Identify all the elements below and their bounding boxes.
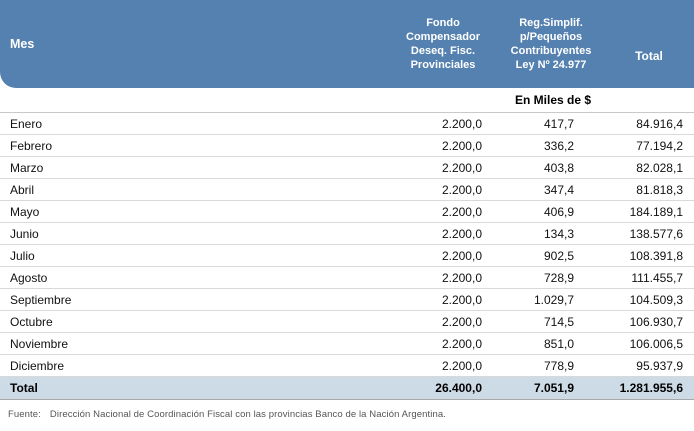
header-line: Provinciales xyxy=(410,59,476,71)
table-row: Julio 2.200,0 902,5 108.391,8 xyxy=(0,244,694,267)
reg-value-cell: 406,9 xyxy=(500,200,606,223)
header-line: Reg.Simplif. xyxy=(519,17,583,29)
total-value-cell: 106.006,5 xyxy=(606,332,694,355)
fondo-value-cell: 2.200,0 xyxy=(390,332,500,355)
month-cell: Octubre xyxy=(0,310,390,333)
fondo-value-cell: 2.200,0 xyxy=(390,113,500,135)
fondo-value-cell: 2.200,0 xyxy=(390,244,500,267)
total-value-cell: 104.509,3 xyxy=(606,288,694,311)
reg-value-cell: 728,9 xyxy=(500,266,606,289)
month-cell: Febrero xyxy=(0,134,390,157)
month-cell: Noviembre xyxy=(0,332,390,355)
total-value-cell: 77.194,2 xyxy=(606,134,694,157)
source-label: Fuente: xyxy=(8,409,41,420)
units-row: En Miles de $ xyxy=(0,93,694,113)
total-value-cell: 106.930,7 xyxy=(606,310,694,333)
reg-value-cell: 347,4 xyxy=(500,178,606,201)
table-row: Septiembre 2.200,0 1.029,7 104.509,3 xyxy=(0,288,694,311)
header-line: Deseq. Fisc. xyxy=(410,45,476,57)
header-line: Fondo xyxy=(426,17,460,29)
reg-value-cell: 134,3 xyxy=(500,222,606,245)
reg-value-cell: 714,5 xyxy=(500,310,606,333)
column-header-fondo-compensador: Fondo Compensador Deseq. Fisc. Provincia… xyxy=(388,0,498,88)
month-cell: Total xyxy=(0,376,390,400)
fondo-value-cell: 26.400,0 xyxy=(390,376,500,400)
table-row: Diciembre 2.200,0 778,9 95.937,9 xyxy=(0,354,694,377)
column-header-total: Total xyxy=(635,49,663,63)
table-row: Agosto 2.200,0 728,9 111.455,7 xyxy=(0,266,694,289)
reg-value-cell: 902,5 xyxy=(500,244,606,267)
fondo-value-cell: 2.200,0 xyxy=(390,156,500,179)
reg-value-cell: 417,7 xyxy=(500,113,606,135)
reg-value-cell: 7.051,9 xyxy=(500,376,606,400)
total-value-cell: 111.455,7 xyxy=(606,266,694,289)
reg-value-cell: 851,0 xyxy=(500,332,606,355)
month-cell: Mayo xyxy=(0,200,390,223)
fondo-value-cell: 2.200,0 xyxy=(390,222,500,245)
total-value-cell: 95.937,9 xyxy=(606,354,694,377)
source-text: Dirección Nacional de Coordinación Fisca… xyxy=(49,409,446,420)
unit-label: En Miles de $ xyxy=(514,93,592,107)
table-header: Mes Fondo Compensador Deseq. Fisc. Provi… xyxy=(0,0,694,88)
total-value-cell: 84.916,4 xyxy=(606,113,694,135)
column-header-reg-simplif: Reg.Simplif. p/Pequeños Contribuyentes L… xyxy=(498,0,604,88)
fondo-value-cell: 2.200,0 xyxy=(390,178,500,201)
month-cell: Enero xyxy=(0,113,390,135)
table-row: Enero 2.200,0 417,7 84.916,4 xyxy=(0,113,694,135)
total-value-cell: 108.391,8 xyxy=(606,244,694,267)
reg-value-cell: 1.029,7 xyxy=(500,288,606,311)
data-table: Enero 2.200,0 417,7 84.916,4 Febrero 2.200,0 3… xyxy=(0,113,694,400)
header-line: Ley Nº 24.977 xyxy=(515,59,587,71)
total-value-cell: 1.281.955,6 xyxy=(606,376,694,400)
table-row: Mayo 2.200,0 406,9 184.189,1 xyxy=(0,200,694,223)
total-value-cell: 82.028,1 xyxy=(606,156,694,179)
table-body: Enero 2.200,0 417,7 84.916,4 Febrero 2.200,0 3… xyxy=(0,113,694,400)
table-row: Abril 2.200,0 347,4 81.818,3 xyxy=(0,178,694,201)
month-cell: Diciembre xyxy=(0,354,390,377)
month-cell: Agosto xyxy=(0,266,390,289)
reg-value-cell: 403,8 xyxy=(500,156,606,179)
table-row: Noviembre 2.200,0 851,0 106.006,5 xyxy=(0,332,694,355)
header-line: Contribuyentes xyxy=(510,45,592,57)
fondo-value-cell: 2.200,0 xyxy=(390,200,500,223)
column-header-mes: Mes xyxy=(10,37,35,51)
fondo-value-cell: 2.200,0 xyxy=(390,266,500,289)
month-cell: Junio xyxy=(0,222,390,245)
reg-value-cell: 336,2 xyxy=(500,134,606,157)
fondo-value-cell: 2.200,0 xyxy=(390,288,500,311)
total-value-cell: 81.818,3 xyxy=(606,178,694,201)
fondo-value-cell: 2.200,0 xyxy=(390,310,500,333)
month-cell: Abril xyxy=(0,178,390,201)
fondo-value-cell: 2.200,0 xyxy=(390,134,500,157)
month-cell: Septiembre xyxy=(0,288,390,311)
source-note: Fuente: Dirección Nacional de Coordinació… xyxy=(0,409,694,420)
table-row: Febrero 2.200,0 336,2 77.194,2 xyxy=(0,134,694,157)
total-value-cell: 184.189,1 xyxy=(606,200,694,223)
total-value-cell: 138.577,6 xyxy=(606,222,694,245)
table-row: Marzo 2.200,0 403,8 82.028,1 xyxy=(0,156,694,179)
month-cell: Marzo xyxy=(0,156,390,179)
table-row: Octubre 2.200,0 714,5 106.930,7 xyxy=(0,310,694,333)
header-line: Compensador xyxy=(406,31,480,43)
total-row: Total 26.400,0 7.051,9 1.281.955,6 xyxy=(0,376,694,400)
month-cell: Julio xyxy=(0,244,390,267)
fondo-value-cell: 2.200,0 xyxy=(390,354,500,377)
reg-value-cell: 778,9 xyxy=(500,354,606,377)
table-row: Junio 2.200,0 134,3 138.577,6 xyxy=(0,222,694,245)
header-line: p/Pequeños xyxy=(519,31,583,43)
